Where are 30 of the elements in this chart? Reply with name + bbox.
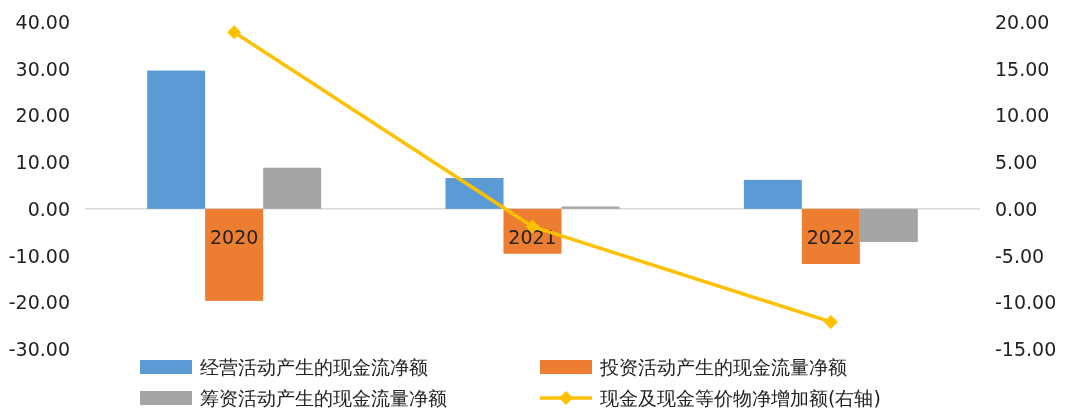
y-tick-label: -30.00 (8, 338, 70, 360)
legend-label: 经营活动产生的现金流净额 (200, 356, 428, 378)
y-tick-label: 30.00 (15, 57, 70, 80)
y-tick-label: -20.00 (8, 291, 70, 314)
bar (263, 167, 322, 209)
y-tick-label: 20.00 (15, 104, 70, 127)
y-tick-label: 0.00 (27, 197, 70, 220)
y2-tick-label: 15.00 (995, 57, 1050, 80)
y2-tick-label: -10.00 (995, 291, 1057, 314)
x-tick-label: 2022 (806, 225, 856, 248)
legend-label: 筹资活动产生的现金流量净额 (200, 387, 447, 409)
bar (859, 208, 918, 243)
y2-tick-label: -5.00 (995, 244, 1045, 267)
bar (147, 70, 206, 209)
y2-tick-label: 5.00 (995, 151, 1038, 174)
bar (205, 208, 264, 301)
y2-tick-label: 0.00 (995, 197, 1038, 220)
y2-tick-label: 10.00 (995, 104, 1050, 127)
bar (801, 208, 860, 264)
point (823, 314, 838, 329)
y2-tick-label: 20.00 (995, 11, 1050, 33)
point (227, 25, 242, 40)
y2-tick-label: -15.00 (995, 338, 1057, 360)
y-tick-label: 40.00 (15, 11, 70, 33)
bar (743, 179, 802, 209)
legend-label: 投资活动产生的现金流量净额 (599, 356, 847, 378)
y-tick-label: -10.00 (8, 244, 70, 267)
y-tick-label: 10.00 (15, 151, 70, 174)
legend-label: 现金及现金等价物净增加额(右轴) (600, 387, 881, 409)
x-tick-label: 2020 (209, 225, 259, 248)
